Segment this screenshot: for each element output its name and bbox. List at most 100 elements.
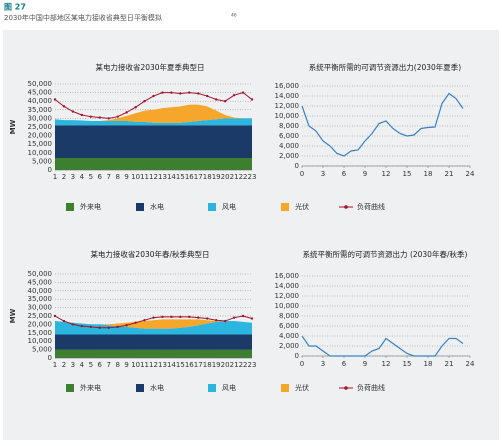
y-tick-label: 10,000 <box>275 112 300 120</box>
y-tick-label: 20,000 <box>28 320 53 328</box>
area <box>55 157 252 170</box>
y-tick-label: 35,000 <box>28 295 53 303</box>
y-tick-label: 8,000 <box>279 122 299 130</box>
x-tick-label: 12 <box>382 170 391 178</box>
load-marker <box>62 105 66 108</box>
y-tick-label: 40,000 <box>28 97 53 105</box>
y-tick-label: 4,000 <box>279 142 299 150</box>
y-tick-label: 30,000 <box>28 304 53 312</box>
y-tick-label: 6,000 <box>279 132 299 140</box>
figure-label: 图 27 <box>4 3 26 12</box>
legend-label: 外来电 <box>80 202 101 211</box>
legend-marker <box>344 386 348 390</box>
y-tick-label: 25,000 <box>28 312 53 320</box>
area <box>55 334 252 350</box>
x-tick-label: 0 <box>300 170 304 178</box>
y-tick-label: 15,000 <box>28 329 53 337</box>
x-tick-label: 1 <box>53 361 57 369</box>
x-tick-label: 16 <box>185 361 194 369</box>
x-tick-label: 13 <box>158 361 167 369</box>
y-tick-label: 16,000 <box>275 272 300 280</box>
y-tick-label: 8,000 <box>279 312 299 320</box>
y-tick-label: 6,000 <box>279 322 299 330</box>
load-marker <box>170 91 173 94</box>
load-marker <box>188 91 191 94</box>
x-tick-label: 16 <box>185 173 194 181</box>
legend-label: 负荷曲线 <box>357 202 385 211</box>
load-marker <box>241 91 245 94</box>
load-marker <box>250 98 254 101</box>
legend-label: 光伏 <box>295 383 309 392</box>
x-tick-label: 23 <box>248 361 257 369</box>
load-marker <box>197 92 200 95</box>
legend-swatch <box>281 203 289 211</box>
x-tick-label: 24 <box>466 170 475 178</box>
load-marker <box>170 315 173 319</box>
x-tick-label: 18 <box>424 360 433 368</box>
y-tick-label: 35,000 <box>28 106 53 114</box>
x-tick-label: 17 <box>194 361 203 369</box>
load-marker <box>250 317 254 320</box>
x-tick-label: 9 <box>124 173 128 181</box>
x-tick-label: 18 <box>203 173 212 181</box>
x-tick-label: 8 <box>115 361 119 369</box>
x-tick-label: 24 <box>466 360 475 368</box>
chart-title: 某电力接收省2030年春/秋季典型日 <box>90 249 209 259</box>
load-marker <box>98 116 101 119</box>
load-marker <box>161 315 164 319</box>
legend-label: 风电 <box>222 383 236 392</box>
legend-label: 负荷曲线 <box>357 383 385 392</box>
load-marker <box>232 316 236 319</box>
load-marker <box>107 326 110 329</box>
load-marker <box>53 98 57 101</box>
y-tick-label: 10,000 <box>28 149 53 157</box>
y-tick-label: 12,000 <box>275 292 300 300</box>
x-tick-label: 9 <box>124 361 128 369</box>
x-tick-label: 14 <box>167 361 176 369</box>
load-marker <box>62 319 66 323</box>
x-tick-label: 3 <box>321 170 325 178</box>
x-tick-label: 2 <box>62 361 66 369</box>
load-marker <box>53 314 57 318</box>
load-marker <box>214 98 218 101</box>
y-tick-label: 14,000 <box>275 282 300 290</box>
y-tick-label: 0 <box>48 354 52 362</box>
area <box>55 319 252 329</box>
x-tick-label: 19 <box>212 173 221 181</box>
legend-label: 水电 <box>150 202 164 211</box>
y-tick-label: 50,000 <box>28 270 53 278</box>
x-tick-label: 11 <box>140 361 149 369</box>
load-marker <box>179 315 182 319</box>
x-tick-label: 15 <box>403 360 412 368</box>
load-marker <box>197 316 200 319</box>
panel <box>3 30 499 440</box>
load-marker <box>89 115 93 118</box>
x-tick-label: 6 <box>342 360 347 368</box>
y-tick-label: 2,000 <box>279 152 299 160</box>
line <box>301 335 464 357</box>
load-marker <box>152 94 155 98</box>
y-axis-label: MW <box>9 308 17 323</box>
load-marker <box>223 319 227 323</box>
legend-label: 风电 <box>222 202 236 211</box>
x-tick-label: 10 <box>131 361 140 369</box>
y-tick-label: 25,000 <box>28 123 53 131</box>
load-marker <box>152 316 155 319</box>
x-tick-label: 15 <box>176 361 185 369</box>
x-tick-label: 0 <box>300 360 304 368</box>
x-tick-label: 11 <box>140 173 149 181</box>
y-tick-label: 50,000 <box>28 80 53 88</box>
y-tick-label: 20,000 <box>28 132 53 140</box>
load-marker <box>71 323 75 326</box>
x-tick-label: 7 <box>106 173 110 181</box>
load-marker <box>89 325 93 329</box>
legend-swatch <box>136 203 144 211</box>
legend-marker <box>344 205 348 209</box>
y-tick-label: 0 <box>295 352 299 360</box>
area <box>55 118 252 126</box>
x-tick-label: 3 <box>71 361 75 369</box>
legend-label: 水电 <box>150 383 164 392</box>
load-marker <box>116 325 119 329</box>
